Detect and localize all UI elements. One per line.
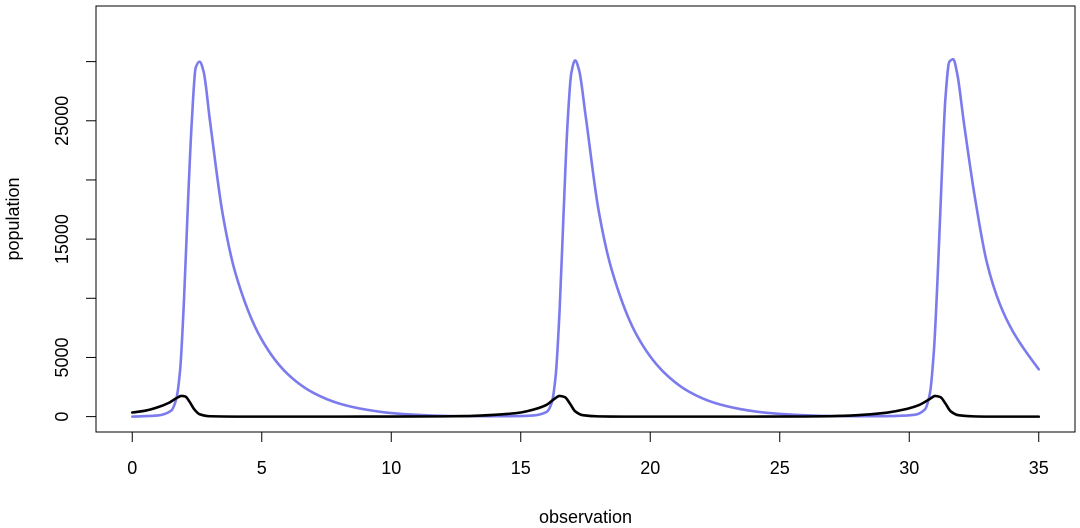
x-axis: 0 5 10 15 20 25 30 35 (127, 431, 1049, 478)
x-tick-label: 25 (770, 458, 790, 478)
y-axis: 0 5000 15000 25000 (52, 61, 97, 422)
y-tick-label: 0 (52, 412, 72, 422)
y-tick-label: 15000 (52, 214, 72, 264)
x-tick-label: 5 (257, 458, 267, 478)
x-tick-label: 30 (899, 458, 919, 478)
x-tick-label: 15 (511, 458, 531, 478)
x-axis-title: observation (539, 507, 632, 527)
y-axis-title: population (3, 177, 23, 260)
x-tick-label: 20 (640, 458, 660, 478)
x-tick-label: 0 (127, 458, 137, 478)
series-layer (130, 57, 1041, 418)
series-line-1 (130, 57, 1041, 418)
plot-frame (95, 5, 1076, 433)
y-tick-label: 5000 (52, 337, 72, 377)
y-tick-label: 25000 (52, 96, 72, 146)
x-tick-label: 35 (1029, 458, 1049, 478)
series-line-2 (130, 394, 1041, 418)
x-tick-label: 10 (381, 458, 401, 478)
